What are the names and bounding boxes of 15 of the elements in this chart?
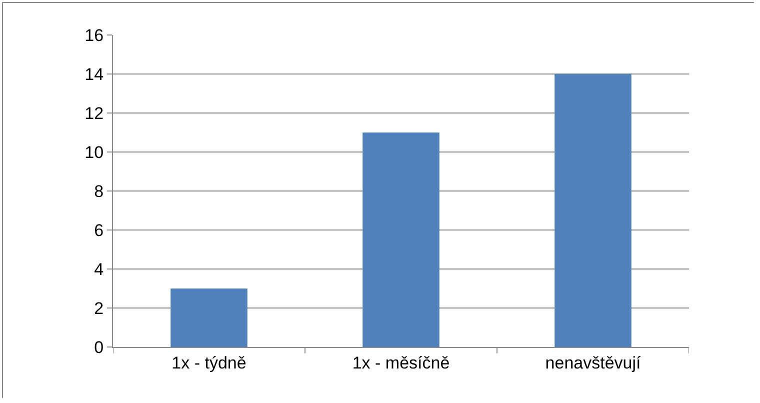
x-tick-label: 1x - týdně (172, 353, 246, 372)
y-tick-label: 14 (84, 64, 104, 84)
y-tick-label: 6 (94, 220, 104, 240)
y-tick-label: 12 (84, 104, 104, 123)
bar (170, 288, 248, 347)
y-tick-label: 10 (84, 142, 104, 162)
y-tick-label: 16 (84, 26, 104, 45)
y-tick-label: 0 (94, 338, 104, 357)
y-tick-label: 8 (94, 182, 104, 201)
y-tick-label: 4 (94, 260, 104, 279)
bar (554, 74, 632, 347)
bar (362, 132, 440, 347)
y-tick-label: 2 (94, 298, 104, 318)
x-tick-label: nenavštěvují (545, 353, 641, 372)
x-tick-label: 1x - měsíčně (352, 353, 450, 372)
